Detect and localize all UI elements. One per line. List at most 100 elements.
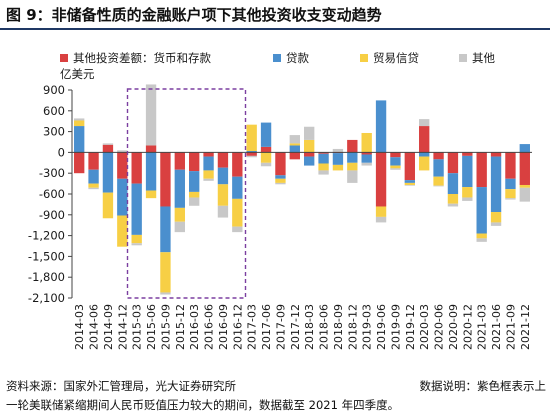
bar-segment-deposits: [476, 152, 487, 188]
bar-segment-trade-credit: [246, 124, 257, 152]
bar-segment-loans: [433, 159, 444, 177]
bar-segment-other: [447, 203, 459, 207]
bar-segment-loans: [505, 178, 516, 190]
bar-segment-loans: [145, 152, 157, 191]
y-tick-label: 600: [43, 104, 65, 118]
bar-segment-deposits: [275, 152, 286, 176]
bar-segment-other: [289, 135, 300, 144]
bar-segment-loans: [304, 156, 315, 166]
bar-segment-loans: [217, 167, 229, 185]
bar-segment-other: [347, 170, 358, 183]
legend-item-loans: 贷款: [273, 50, 309, 66]
bar-segment-deposits: [318, 152, 329, 154]
legend-swatch-trade-credit: [360, 54, 368, 62]
x-tick-label: 2017-09: [274, 304, 287, 350]
legend-label-trade-credit: 贸易信贷: [373, 51, 419, 65]
bar-segment-loans: [490, 156, 502, 213]
x-tick-label: 2020-09: [447, 304, 460, 350]
bar-segment-deposits: [490, 152, 502, 157]
y-tick-label: -600: [39, 187, 65, 201]
bar-segment-other: [145, 84, 157, 146]
bar-segment-loans: [189, 171, 200, 192]
footer-line-2: 一轮美联储紧缩期间人民币贬值压力较大的期间，数据截至 2021 年四季度。: [6, 397, 546, 413]
x-tick-label: 2021-03: [476, 304, 489, 350]
bar-segment-deposits: [232, 152, 243, 177]
bar-segment-loans: [347, 152, 358, 163]
bar-segment-other: [160, 292, 171, 295]
bar-segment-loans: [74, 126, 85, 153]
bar-segment-other: [117, 150, 128, 153]
bar-segment-loans: [117, 178, 128, 216]
bar-segment-other: [88, 187, 99, 190]
bar-segment-other: [246, 155, 257, 158]
x-tick-label: 2020-06: [433, 304, 446, 350]
y-axis-unit-label: 亿美元: [60, 67, 95, 81]
bar-segment-other: [232, 226, 243, 233]
bar-segment-loans: [246, 151, 257, 153]
x-tick-label: 2021-09: [504, 304, 517, 350]
bar-segment-trade-credit: [505, 189, 516, 199]
bar-segment-other: [462, 197, 473, 201]
x-tick-label: 2015-12: [174, 304, 187, 350]
bar-segment-loans: [260, 122, 272, 147]
bar-segment-loans: [361, 154, 372, 163]
bar-segment-loans: [390, 157, 401, 166]
bar-segment-deposits: [289, 152, 300, 160]
bar-segment-trade-credit: [289, 143, 300, 146]
title-rule: [0, 28, 550, 30]
bar-segment-loans: [203, 156, 214, 171]
bar-segment-trade-credit: [390, 165, 401, 169]
y-tick-label: -1,200: [28, 229, 65, 243]
bar-segment-trade-credit: [102, 192, 114, 219]
legend-label-deposits: 其他投资差额：货币和存款: [73, 51, 211, 65]
y-tick-label: -1,500: [28, 249, 65, 263]
y-tick-label: -300: [39, 166, 65, 180]
bar-segment-trade-credit: [88, 183, 99, 188]
bar-segment-trade-credit: [275, 178, 286, 183]
bar-segment-other: [275, 182, 286, 185]
data-note-continued: 一轮美联储紧缩期间人民币贬值压力较大的期间，数据截至 2021 年四季度。: [6, 398, 400, 412]
bar-segment-trade-credit: [160, 252, 171, 293]
bar-segment-other: [217, 205, 229, 218]
x-tick-label: 2019-09: [389, 304, 402, 350]
bar-segment-loans: [375, 100, 387, 153]
bar-segment-trade-credit: [189, 191, 200, 198]
y-tick-label: 0: [58, 145, 65, 159]
x-tick-label: 2014-06: [88, 304, 101, 350]
bar-segment-other: [131, 243, 142, 246]
bar-segment-loans: [404, 180, 415, 183]
legend-label-loans: 贷款: [286, 51, 309, 65]
bar-segment-trade-credit: [260, 152, 272, 163]
x-tick-label: 2018-06: [318, 304, 331, 350]
bar-segment-deposits: [217, 152, 229, 168]
bar-segment-trade-credit: [74, 120, 85, 127]
bar-segment-other: [390, 168, 401, 170]
bar-segment-loans: [160, 206, 171, 253]
bar-segment-trade-credit: [217, 184, 229, 206]
bar-segment-deposits: [462, 152, 473, 156]
bar-segment-loans: [131, 183, 142, 235]
bar-segment-trade-credit: [304, 139, 315, 153]
bar-segment-other: [174, 221, 185, 233]
bar-segment-trade-credit: [203, 170, 214, 179]
x-tick-label: 2017-03: [246, 304, 259, 350]
bar-segment-trade-credit: [347, 162, 358, 171]
x-tick-label: 2014-12: [116, 304, 129, 350]
x-tick-label: 2016-06: [203, 304, 216, 350]
bar-segment-deposits: [117, 152, 128, 179]
bar-segment-deposits: [505, 152, 516, 179]
footer-line-1: 资料来源：国家外汇管理局，光大证券研究所 数据说明：紫色框表示上: [6, 378, 546, 394]
bar-segment-other: [74, 118, 85, 121]
bar-segment-trade-credit: [117, 215, 128, 247]
bar-segment-deposits: [145, 145, 157, 153]
legend-swatch-loans: [273, 54, 281, 62]
bar-segment-trade-credit: [404, 182, 415, 185]
x-tick-label: 2020-12: [461, 304, 474, 350]
bar-segment-trade-credit: [232, 198, 243, 227]
x-tick-label: 2014-09: [102, 304, 115, 350]
y-tick-label: 300: [43, 125, 65, 139]
source-note: 资料来源：国家外汇管理局，光大证券研究所: [6, 379, 236, 393]
bar-segment-trade-credit: [433, 176, 444, 186]
bar-segment-other: [203, 178, 214, 181]
